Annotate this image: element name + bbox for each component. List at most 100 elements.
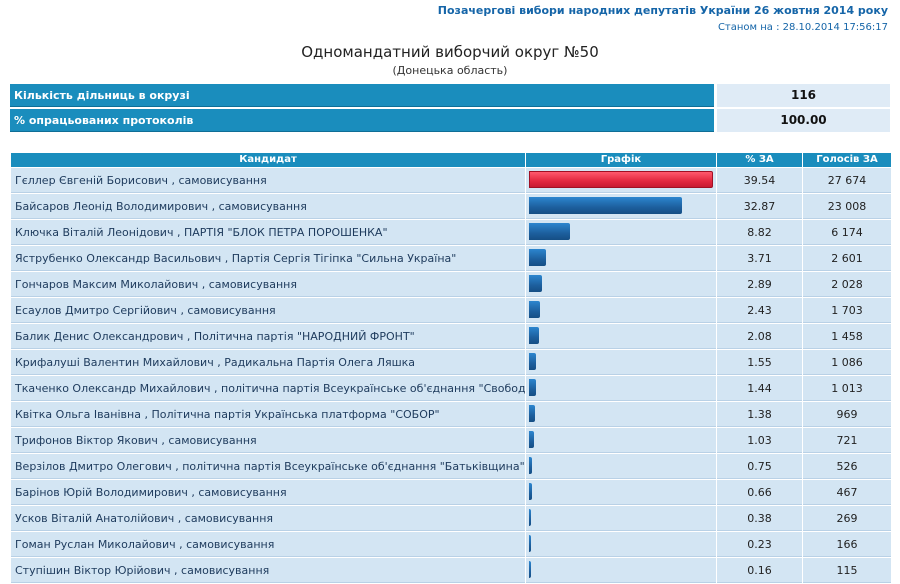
votes-cell: 1 013 <box>803 376 891 401</box>
candidate-cell: Гончаров Максим Миколайович , самовисува… <box>11 272 525 297</box>
pct-cell: 0.38 <box>717 506 802 531</box>
results-table: Кандидат Графік % ЗА Голосів ЗА Гєллер Є… <box>10 152 892 584</box>
votes-cell: 6 174 <box>803 220 891 245</box>
table-row: Трифонов Віктор Якович , самовисування 1.… <box>11 428 891 453</box>
table-row: Ступішин Віктор Юрійович , самовисування… <box>11 558 891 583</box>
graph-cell <box>526 506 716 531</box>
candidate-party: , Політична партія Українська платформа … <box>144 407 440 421</box>
candidate-party: , самовисування <box>211 199 307 213</box>
candidate-cell: Байсаров Леонід Володимирович , самовису… <box>11 194 525 219</box>
pct-cell: 0.23 <box>717 532 802 557</box>
table-row: Квітка Ольга Іванівна , Політична партія… <box>11 402 891 427</box>
candidate-cell: Усков Віталій Анатолійович , самовисуван… <box>11 506 525 531</box>
candidate-party: , Партія Сергія Тігіпка "Сильна Україна" <box>224 251 457 265</box>
table-row: Байсаров Леонід Володимирович , самовису… <box>11 194 891 219</box>
summary-value: 100.00 <box>717 109 890 132</box>
pct-cell: 32.87 <box>717 194 802 219</box>
votes-cell: 166 <box>803 532 891 557</box>
pct-cell: 2.43 <box>717 298 802 323</box>
graph-cell <box>526 480 716 505</box>
pct-cell: 1.44 <box>717 376 802 401</box>
candidate-cell: Ткаченко Олександр Михайлович , політичн… <box>11 376 525 401</box>
vote-bar <box>529 197 682 214</box>
graph-cell <box>526 220 716 245</box>
vote-bar <box>529 431 534 448</box>
candidate-name: Гончаров Максим Миколайович <box>15 277 199 291</box>
graph-cell <box>526 246 716 271</box>
candidate-cell: Верзілов Дмитро Олегович , політична пар… <box>11 454 525 479</box>
candidate-name: Гєллер Євгеній Борисович <box>15 173 168 187</box>
summary-label: Кількість дільниць в окрузі <box>10 84 714 107</box>
table-row: Есаулов Дмитро Сергійович , самовисуванн… <box>11 298 891 323</box>
pct-cell: 0.66 <box>717 480 802 505</box>
votes-cell: 2 601 <box>803 246 891 271</box>
candidate-party: , самовисування <box>174 563 270 577</box>
table-row: Гоман Руслан Миколайович , самовисування… <box>11 532 891 557</box>
candidate-cell: Трифонов Віктор Якович , самовисування <box>11 428 525 453</box>
election-title: Позачергові вибори народних депутатів Ук… <box>437 4 888 17</box>
votes-cell: 115 <box>803 558 891 583</box>
vote-bar <box>529 535 531 552</box>
pct-cell: 2.08 <box>717 324 802 349</box>
vote-bar <box>529 301 540 318</box>
votes-cell: 1 086 <box>803 350 891 375</box>
district-region: (Донецька область) <box>392 64 508 77</box>
candidate-name: Яструбенко Олександр Васильович <box>15 251 222 265</box>
table-row: Крифалуші Валентин Михайлович , Радикаль… <box>11 350 891 375</box>
candidate-cell: Ключка Віталій Леонідович , ПАРТІЯ "БЛОК… <box>11 220 525 245</box>
table-row: Ключка Віталій Леонідович , ПАРТІЯ "БЛОК… <box>11 220 891 245</box>
candidate-party: , політична партія Всеукраїнське об'єдна… <box>214 381 525 395</box>
votes-cell: 1 458 <box>803 324 891 349</box>
candidate-name: Трифонов Віктор Якович <box>15 433 158 447</box>
candidate-cell: Балик Денис Олександрович , Політична па… <box>11 324 525 349</box>
graph-cell <box>526 558 716 583</box>
pct-cell: 3.71 <box>717 246 802 271</box>
candidate-name: Усков Віталій Анатолійович <box>15 511 175 525</box>
candidate-name: Байсаров Леонід Володимирович <box>15 199 209 213</box>
header-graph: Графік <box>526 153 716 167</box>
votes-cell: 27 674 <box>803 168 891 193</box>
graph-cell <box>526 376 716 401</box>
table-row: Верзілов Дмитро Олегович , політична пар… <box>11 454 891 479</box>
pct-cell: 0.75 <box>717 454 802 479</box>
candidate-cell: Есаулов Дмитро Сергійович , самовисуванн… <box>11 298 525 323</box>
pct-cell: 2.89 <box>717 272 802 297</box>
graph-cell <box>526 532 716 557</box>
graph-cell <box>526 402 716 427</box>
table-row: Яструбенко Олександр Васильович , Партія… <box>11 246 891 271</box>
votes-cell: 269 <box>803 506 891 531</box>
candidate-cell: Гєллер Євгеній Борисович , самовисування <box>11 168 525 193</box>
candidate-name: Есаулов Дмитро Сергійович <box>15 303 177 317</box>
candidate-party: , самовисування <box>179 537 275 551</box>
district-title: Одномандатний виборчий округ №50 <box>301 43 599 61</box>
graph-cell <box>526 298 716 323</box>
candidate-cell: Ступішин Віктор Юрійович , самовисування <box>11 558 525 583</box>
table-header-row: Кандидат Графік % ЗА Голосів ЗА <box>11 153 891 167</box>
votes-cell: 969 <box>803 402 891 427</box>
table-row: Ткаченко Олександр Михайлович , політичн… <box>11 376 891 401</box>
summary-value: 116 <box>717 84 890 107</box>
candidate-name: Гоман Руслан Миколайович <box>15 537 176 551</box>
candidate-party: , самовисування <box>180 303 276 317</box>
graph-cell <box>526 194 716 219</box>
table-row: Барінов Юрій Володимирович , самовисуван… <box>11 480 891 505</box>
table-row: Балик Денис Олександрович , Політична па… <box>11 324 891 349</box>
votes-cell: 1 703 <box>803 298 891 323</box>
vote-bar <box>529 483 532 500</box>
candidate-party: , політична партія Всеукраїнське об'єдна… <box>175 459 525 473</box>
votes-cell: 23 008 <box>803 194 891 219</box>
candidate-party: , самовисування <box>177 511 274 525</box>
candidate-name: Ткаченко Олександр Михайлович <box>15 381 211 395</box>
candidate-cell: Барінов Юрій Володимирович , самовисуван… <box>11 480 525 505</box>
votes-cell: 526 <box>803 454 891 479</box>
votes-cell: 467 <box>803 480 891 505</box>
header-candidate: Кандидат <box>11 153 525 167</box>
vote-bar <box>529 249 546 266</box>
candidate-name: Верзілов Дмитро Олегович <box>15 459 172 473</box>
vote-bar <box>529 275 542 292</box>
summary-row-protocols: % опрацьованих протоколів 100.00 <box>10 109 890 132</box>
vote-bar <box>529 405 535 422</box>
pct-cell: 0.16 <box>717 558 802 583</box>
candidate-party: , Радикальна Партія Олега Ляшка <box>217 355 416 369</box>
graph-cell <box>526 350 716 375</box>
